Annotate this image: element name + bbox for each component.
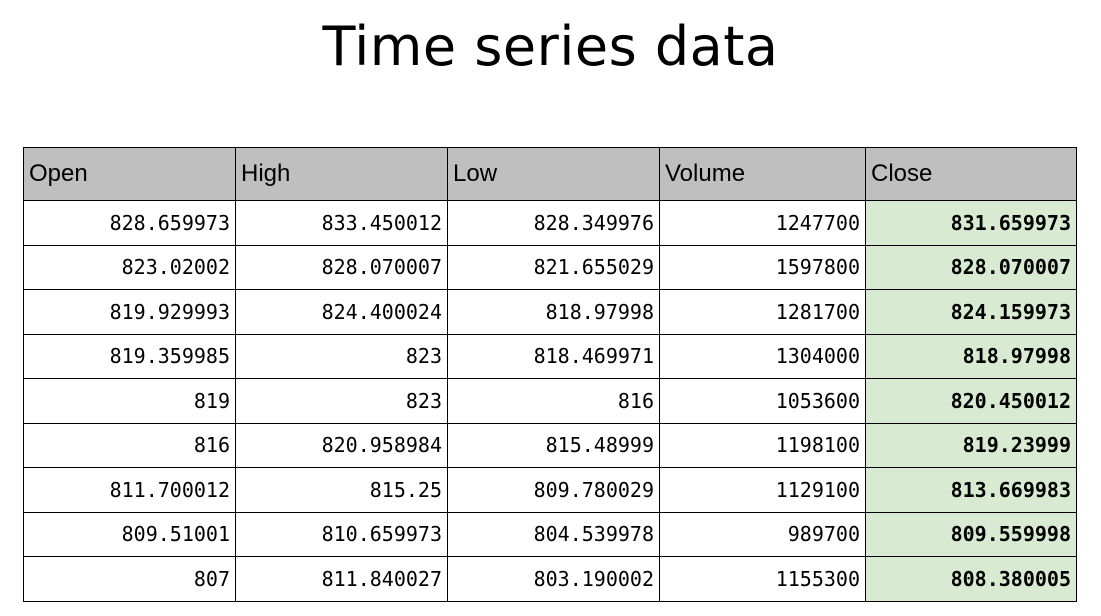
column-header-low: Low xyxy=(447,147,660,201)
table-row: 828.659973 833.450012 828.349976 1247700 831… xyxy=(23,200,1077,246)
cell-close: 831.659973 xyxy=(865,200,1077,246)
cell-low: 809.780029 xyxy=(447,467,660,513)
table-row: 816 820.958984 815.48999 1198100 819.23999 xyxy=(23,422,1077,468)
column-header-open: Open xyxy=(23,147,236,201)
table-row: 811.700012 815.25 809.780029 1129100 813.669… xyxy=(23,467,1077,513)
header-row: Open High Low Volume Close xyxy=(23,147,1077,201)
cell-open: 811.700012 xyxy=(23,467,236,513)
cell-volume: 1281700 xyxy=(659,289,866,335)
table-body: 828.659973 833.450012 828.349976 1247700 831… xyxy=(23,200,1077,602)
cell-close: 828.070007 xyxy=(865,244,1077,290)
cell-high: 810.659973 xyxy=(235,511,448,557)
cell-close: 808.380005 xyxy=(865,556,1077,602)
cell-volume: 1247700 xyxy=(659,200,866,246)
cell-close: 824.159973 xyxy=(865,289,1077,335)
table-row: 819.929993 824.400024 818.97998 1281700 824.… xyxy=(23,289,1077,335)
cell-close: 813.669983 xyxy=(865,467,1077,513)
cell-volume: 1597800 xyxy=(659,244,866,290)
cell-open: 823.02002 xyxy=(23,244,236,290)
cell-high: 823 xyxy=(235,333,448,379)
table-row: 819.359985 823 818.469971 1304000 818.97998 xyxy=(23,333,1077,379)
column-header-high: High xyxy=(235,147,448,201)
cell-open: 807 xyxy=(23,556,236,602)
cell-low: 818.97998 xyxy=(447,289,660,335)
cell-open: 819.929993 xyxy=(23,289,236,335)
cell-volume: 1155300 xyxy=(659,556,866,602)
cell-high: 811.840027 xyxy=(235,556,448,602)
column-header-close: Close xyxy=(865,147,1077,201)
cell-low: 828.349976 xyxy=(447,200,660,246)
cell-close: 809.559998 xyxy=(865,511,1077,557)
cell-open: 828.659973 xyxy=(23,200,236,246)
cell-low: 816 xyxy=(447,378,660,424)
cell-low: 818.469971 xyxy=(447,333,660,379)
cell-close: 819.23999 xyxy=(865,422,1077,468)
cell-open: 816 xyxy=(23,422,236,468)
cell-high: 820.958984 xyxy=(235,422,448,468)
cell-low: 803.190002 xyxy=(447,556,660,602)
table-row: 823.02002 828.070007 821.655029 1597800 828.… xyxy=(23,244,1077,290)
cell-open: 819.359985 xyxy=(23,333,236,379)
cell-low: 815.48999 xyxy=(447,422,660,468)
cell-high: 823 xyxy=(235,378,448,424)
cell-volume: 1053600 xyxy=(659,378,866,424)
column-header-volume: Volume xyxy=(659,147,866,201)
page-title: Time series data xyxy=(322,15,779,78)
table-row: 809.51001 810.659973 804.539978 989700 809.5… xyxy=(23,511,1077,557)
cell-low: 821.655029 xyxy=(447,244,660,290)
cell-volume: 1129100 xyxy=(659,467,866,513)
cell-volume: 989700 xyxy=(659,511,866,557)
cell-low: 804.539978 xyxy=(447,511,660,557)
table-row: 807 811.840027 803.190002 1155300 808.380005 xyxy=(23,556,1077,602)
cell-volume: 1198100 xyxy=(659,422,866,468)
cell-high: 824.400024 xyxy=(235,289,448,335)
cell-close: 820.450012 xyxy=(865,378,1077,424)
cell-high: 833.450012 xyxy=(235,200,448,246)
cell-open: 819 xyxy=(23,378,236,424)
table-row: 819 823 816 1053600 820.450012 xyxy=(23,378,1077,424)
cell-close: 818.97998 xyxy=(865,333,1077,379)
cell-high: 828.070007 xyxy=(235,244,448,290)
cell-high: 815.25 xyxy=(235,467,448,513)
cell-open: 809.51001 xyxy=(23,511,236,557)
cell-volume: 1304000 xyxy=(659,333,866,379)
time-series-table: Open High Low Volume Close 828.659973 833… xyxy=(23,147,1077,602)
